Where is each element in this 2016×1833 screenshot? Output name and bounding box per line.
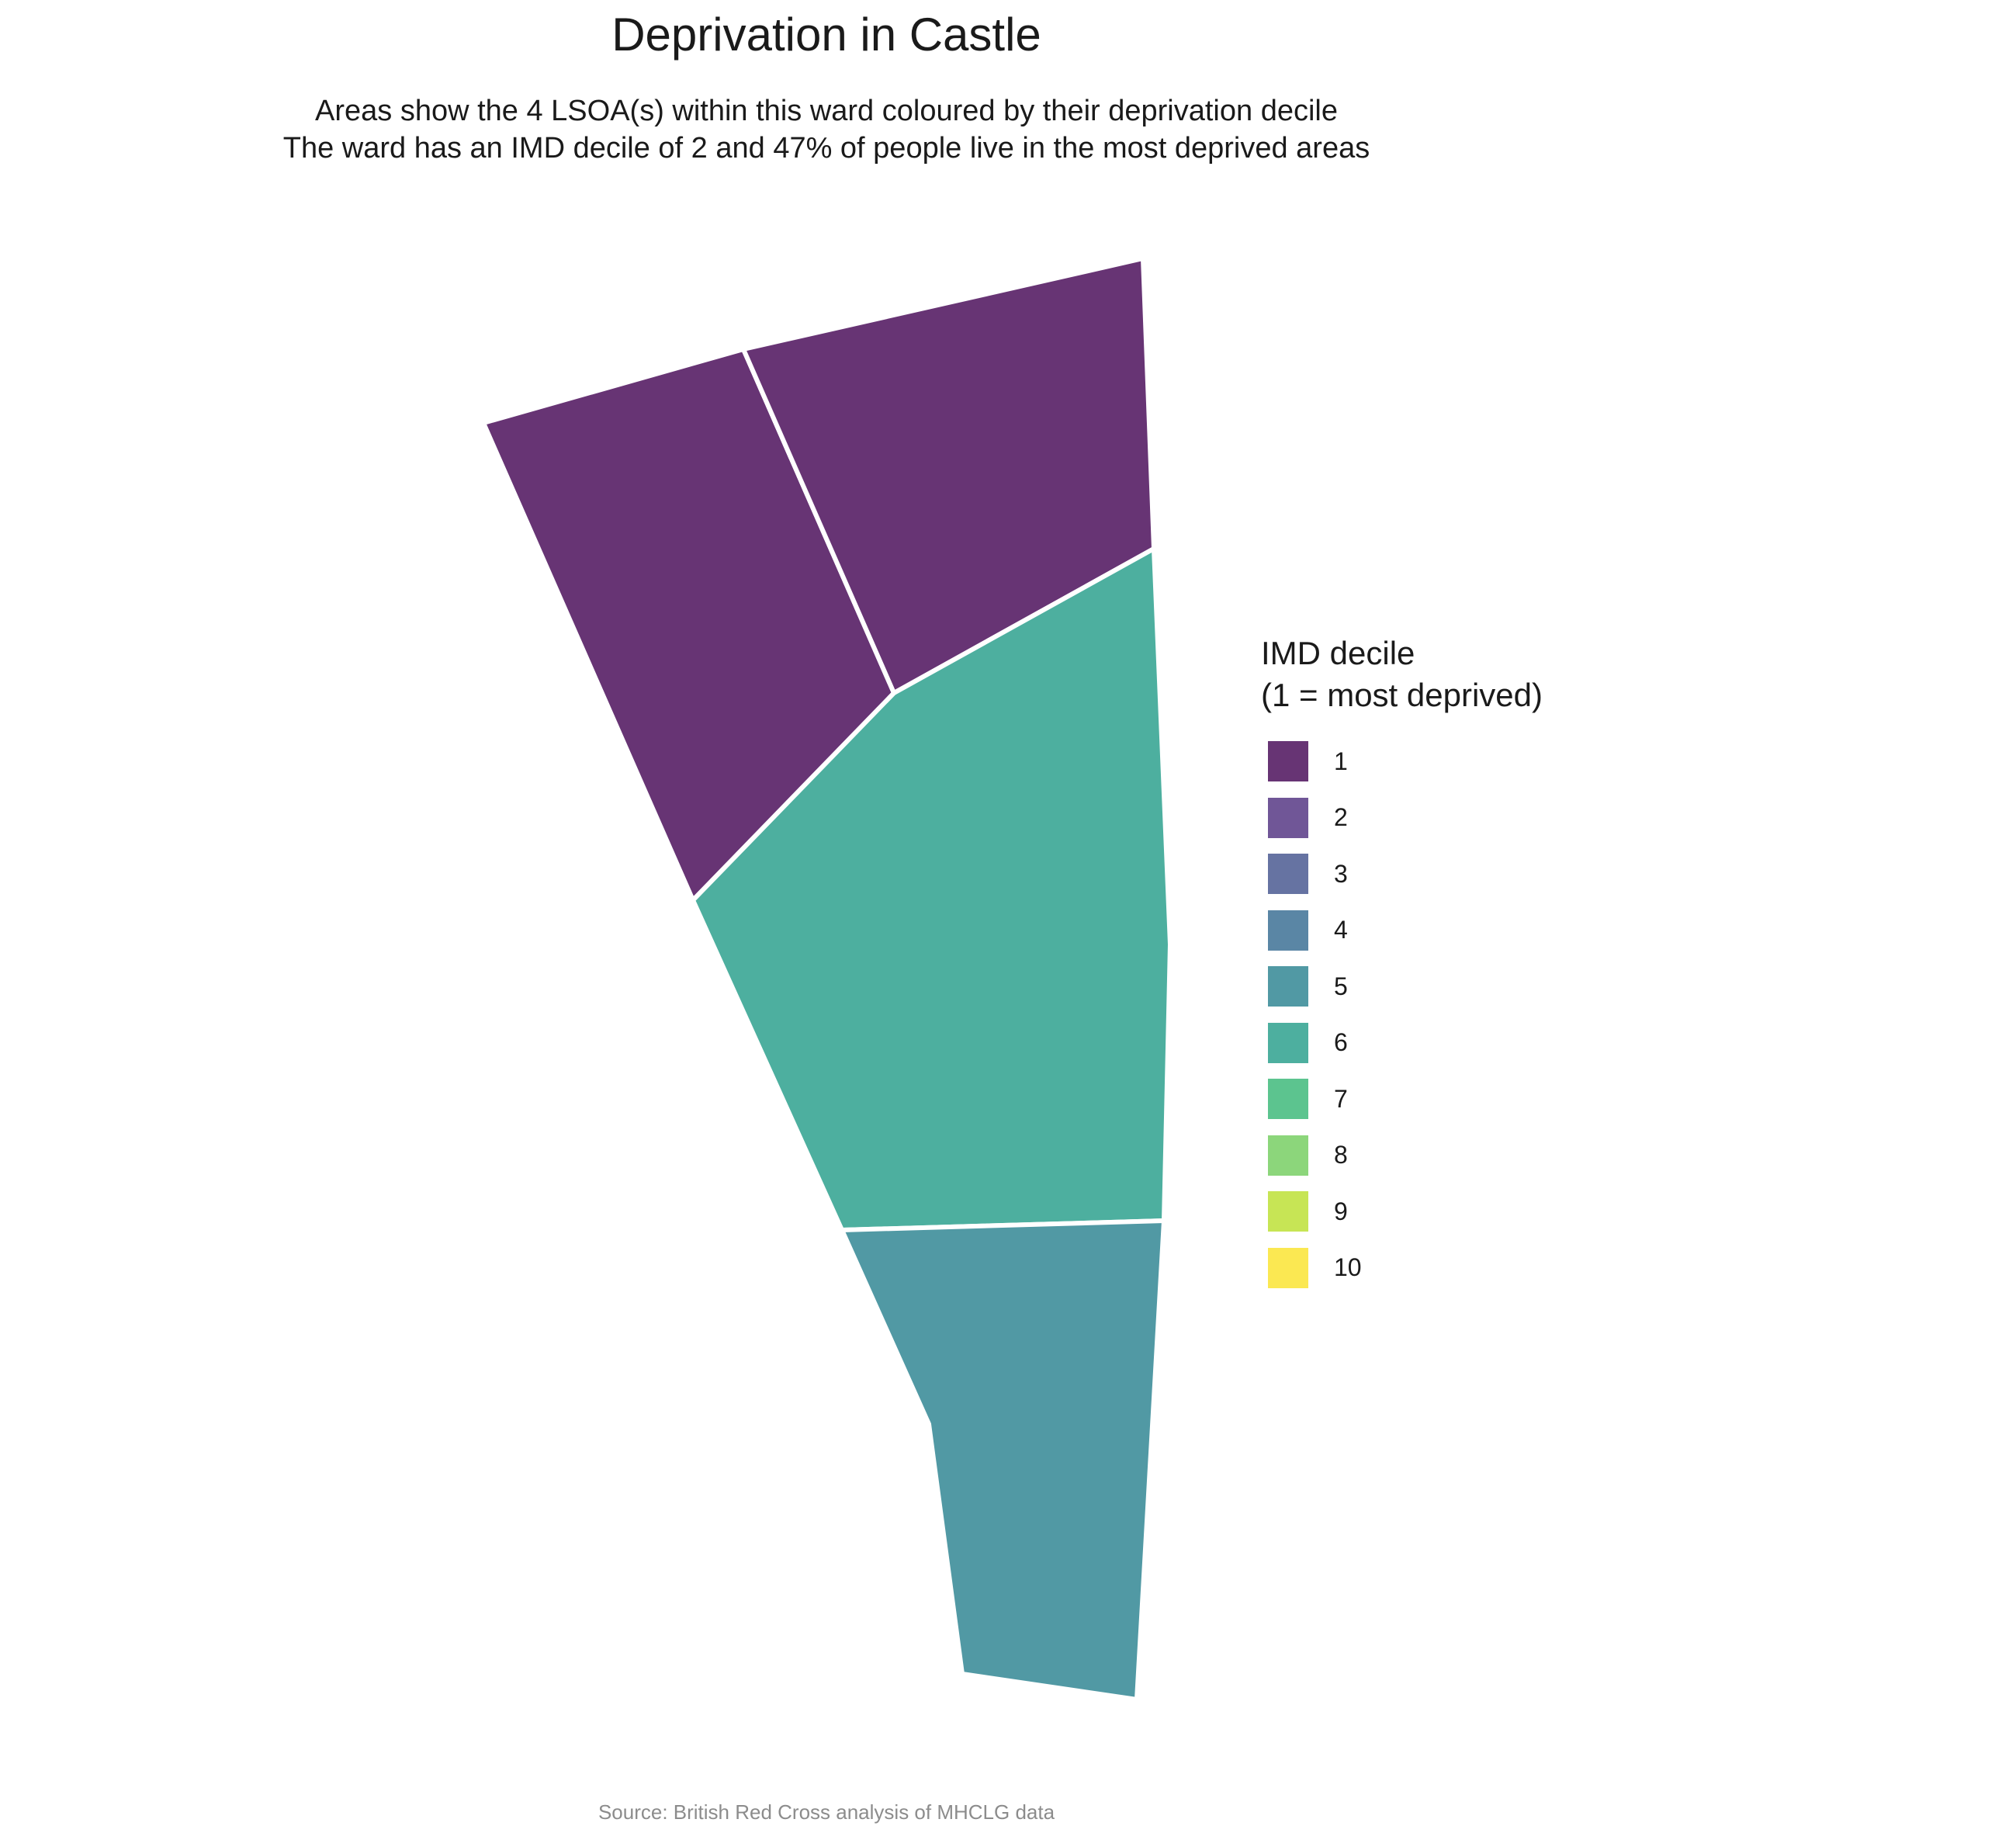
legend-label: 2 — [1334, 803, 1348, 832]
legend-title-line-2: (1 = most deprived) — [1261, 677, 1543, 713]
legend-swatch — [1268, 741, 1308, 782]
legend-swatch — [1268, 1135, 1308, 1176]
lsoa-area-south — [840, 1218, 1166, 1702]
legend-item-4: 4 — [1261, 903, 1543, 959]
legend-items: 1 2 3 4 5 6 7 8 — [1261, 733, 1543, 1296]
legend-label: 10 — [1334, 1253, 1362, 1282]
legend-item-2: 2 — [1261, 790, 1543, 847]
legend-swatch — [1268, 910, 1308, 951]
legend-label: 5 — [1334, 972, 1348, 1000]
legend-item-10: 10 — [1261, 1240, 1543, 1297]
legend-swatch — [1268, 854, 1308, 895]
legend-item-7: 7 — [1261, 1071, 1543, 1128]
chart-subtitle-line-2: The ward has an IMD decile of 2 and 47% … — [282, 132, 1370, 165]
legend-label: 1 — [1334, 747, 1348, 775]
legend-swatch — [1268, 1191, 1308, 1232]
legend-item-3: 3 — [1261, 846, 1543, 903]
legend-label: 3 — [1334, 859, 1348, 888]
legend-item-8: 8 — [1261, 1128, 1543, 1184]
legend-label: 8 — [1334, 1141, 1348, 1169]
legend-title: IMD decile (1 = most deprived) — [1261, 632, 1543, 716]
legend-swatch — [1268, 966, 1308, 1007]
legend-item-5: 5 — [1261, 958, 1543, 1015]
legend-swatch — [1268, 1079, 1308, 1120]
legend-item-9: 9 — [1261, 1183, 1543, 1240]
legend-label: 9 — [1334, 1197, 1348, 1225]
legend-swatch — [1268, 797, 1308, 838]
legend-label: 4 — [1334, 916, 1348, 944]
legend-swatch — [1268, 1247, 1308, 1288]
legend-item-6: 6 — [1261, 1015, 1543, 1072]
legend-item-1: 1 — [1261, 733, 1543, 790]
legend-title-line-1: IMD decile — [1261, 635, 1415, 671]
source-caption: Source: British Red Cross analysis of MH… — [598, 1800, 1055, 1824]
chart-title: Deprivation in Castle — [611, 9, 1041, 61]
chart-subtitle-line-1: Areas show the 4 LSOA(s) within this war… — [315, 95, 1338, 127]
legend: IMD decile (1 = most deprived) 1 2 3 4 5… — [1261, 632, 1543, 1296]
legend-label: 7 — [1334, 1084, 1348, 1113]
legend-swatch — [1268, 1022, 1308, 1063]
legend-label: 6 — [1334, 1028, 1348, 1057]
